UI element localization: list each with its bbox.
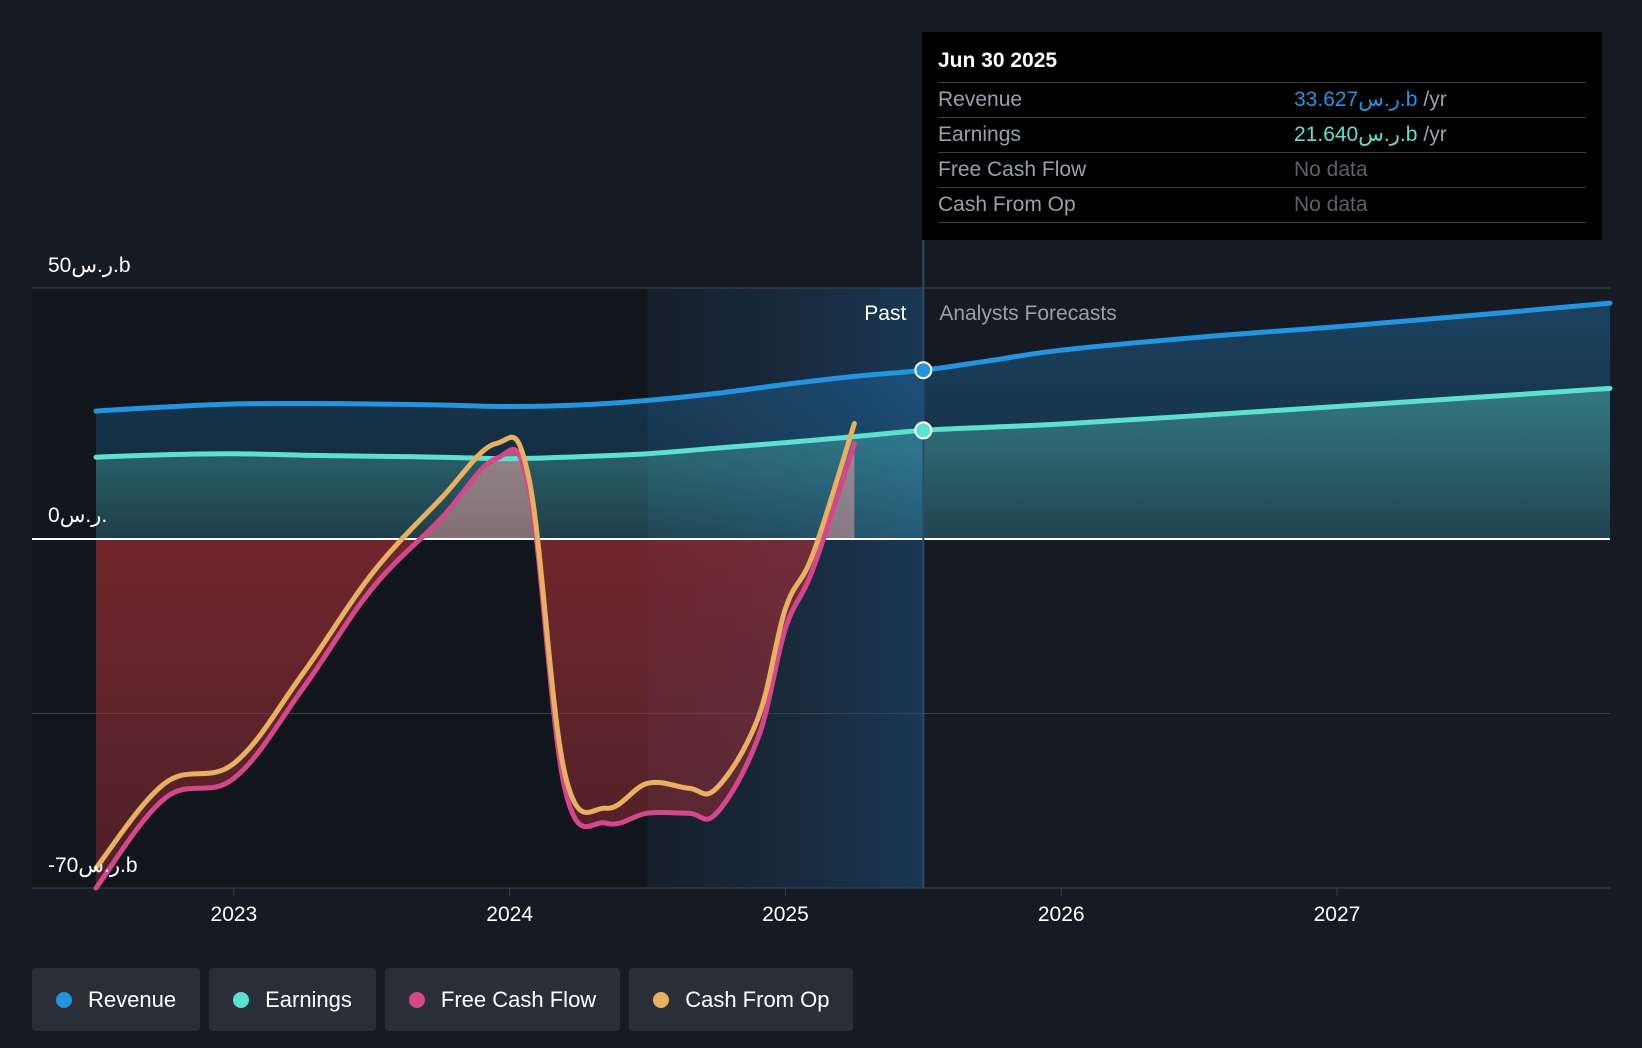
- legend-item-cash-from-op[interactable]: Cash From Op: [629, 968, 854, 1031]
- legend-label: Earnings: [265, 986, 352, 1012]
- tooltip-row-free-cash-flow: Free Cash Flow No data: [938, 153, 1586, 188]
- revenue-marker: [914, 361, 933, 380]
- chart-legend: Revenue Earnings Free Cash Flow Cash Fro…: [32, 968, 854, 1031]
- cash-from-op-dot-icon: [653, 991, 670, 1008]
- legend-item-free-cash-flow[interactable]: Free Cash Flow: [384, 968, 621, 1031]
- tooltip-panel: Jun 30 2025 Revenue 33.627ر.س.b /yr Earn…: [922, 32, 1602, 240]
- x-tick-label: 2026: [1038, 903, 1085, 926]
- tooltip-row-cash-from-op: Cash From Op No data: [938, 188, 1586, 223]
- earnings-line: [93, 385, 1613, 462]
- legend-label: Cash From Op: [685, 986, 830, 1012]
- cash-flow-positive-area: [96, 443, 855, 539]
- legend-label: Revenue: [88, 986, 177, 1012]
- x-tick-label: 2025: [762, 903, 809, 926]
- y-axis-label-bottom: -70ر.س.b: [48, 854, 138, 878]
- earnings-marker: [914, 421, 933, 440]
- legend-item-earnings[interactable]: Earnings: [209, 968, 376, 1031]
- tooltip-label: Revenue: [938, 88, 1023, 111]
- legend-item-revenue[interactable]: Revenue: [32, 968, 201, 1031]
- y-axis-label-top: 50ر.س.b: [48, 254, 131, 278]
- forecast-label: Analysts Forecasts: [939, 302, 1116, 325]
- tooltip-value: 33.627ر.س.b: [1294, 88, 1418, 111]
- tooltip-unit: /yr: [1423, 123, 1447, 146]
- earnings-dot-icon: [233, 991, 250, 1008]
- x-tick-label: 2024: [486, 903, 533, 926]
- tooltip-row-revenue: Revenue 33.627ر.س.b /yr: [938, 83, 1586, 118]
- tooltip-value: No data: [1294, 158, 1368, 181]
- tooltip-label: Earnings: [938, 123, 1021, 146]
- x-tick-label: 2023: [211, 903, 258, 926]
- y-axis-label-zero: 0ر.س.: [48, 504, 107, 528]
- cash-from-op-line: [93, 421, 857, 871]
- tooltip-row-earnings: Earnings 21.640ر.س.b /yr: [938, 118, 1586, 153]
- tooltip-label: Cash From Op: [938, 193, 1076, 216]
- revenue-line: [93, 300, 1613, 414]
- past-label: Past: [864, 302, 906, 325]
- tooltip-value: No data: [1294, 193, 1368, 216]
- tooltip-label: Free Cash Flow: [938, 158, 1087, 181]
- free-cash-flow-dot-icon: [408, 991, 425, 1008]
- cash-flow-negative-area: [96, 539, 855, 888]
- tooltip-date: Jun 30 2025: [938, 46, 1586, 83]
- tooltip-unit: /yr: [1423, 88, 1447, 111]
- legend-label: Free Cash Flow: [440, 986, 597, 1012]
- x-tick-label: 2027: [1314, 903, 1361, 926]
- revenue-dot-icon: [56, 991, 72, 1008]
- tooltip-value: 21.640ر.س.b: [1294, 123, 1418, 146]
